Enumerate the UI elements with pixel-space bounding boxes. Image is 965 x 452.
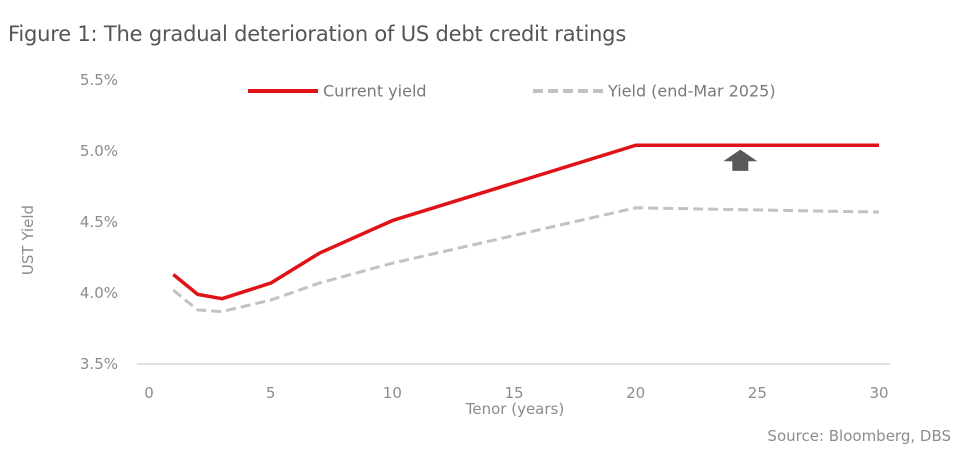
legend-label-yield-end-mar-2025: Yield (end-Mar 2025) [607,82,776,101]
x-tick-label: 25 [748,384,767,402]
x-tick-label: 30 [869,384,888,402]
y-axis-label: UST Yield [19,205,37,275]
x-axis-label: Tenor (years) [465,400,564,418]
annotation-layer [723,149,758,171]
up-arrow-icon [723,149,758,171]
x-tick-label: 0 [144,384,154,402]
y-tick-label: 3.5% [80,355,118,373]
source-note: Source: Bloomberg, DBS [767,427,951,445]
legend: Current yield Yield (end-Mar 2025) [248,82,776,101]
x-tick-label: 15 [504,384,523,402]
figure-title: Figure 1: The gradual deterioration of U… [8,22,627,46]
x-tick-label: 20 [626,384,645,402]
y-tick-label: 5.5% [80,71,118,89]
y-tick-label: 4.0% [80,284,118,302]
series-line-current-yield [172,143,879,301]
series-line-yield-end-mar-2025 [172,206,880,313]
y-tick-label: 5.0% [80,142,118,160]
x-axis-ticks: 0 5 10 15 20 25 30 [144,384,888,402]
y-tick-label: 4.5% [80,213,118,231]
y-axis-ticks: 3.5% 4.0% 4.5% 5.0% 5.5% [80,71,118,373]
x-tick-label: 5 [266,384,276,402]
x-tick-label: 10 [383,384,402,402]
legend-label-current-yield: Current yield [323,82,427,101]
series-layer [172,143,880,313]
